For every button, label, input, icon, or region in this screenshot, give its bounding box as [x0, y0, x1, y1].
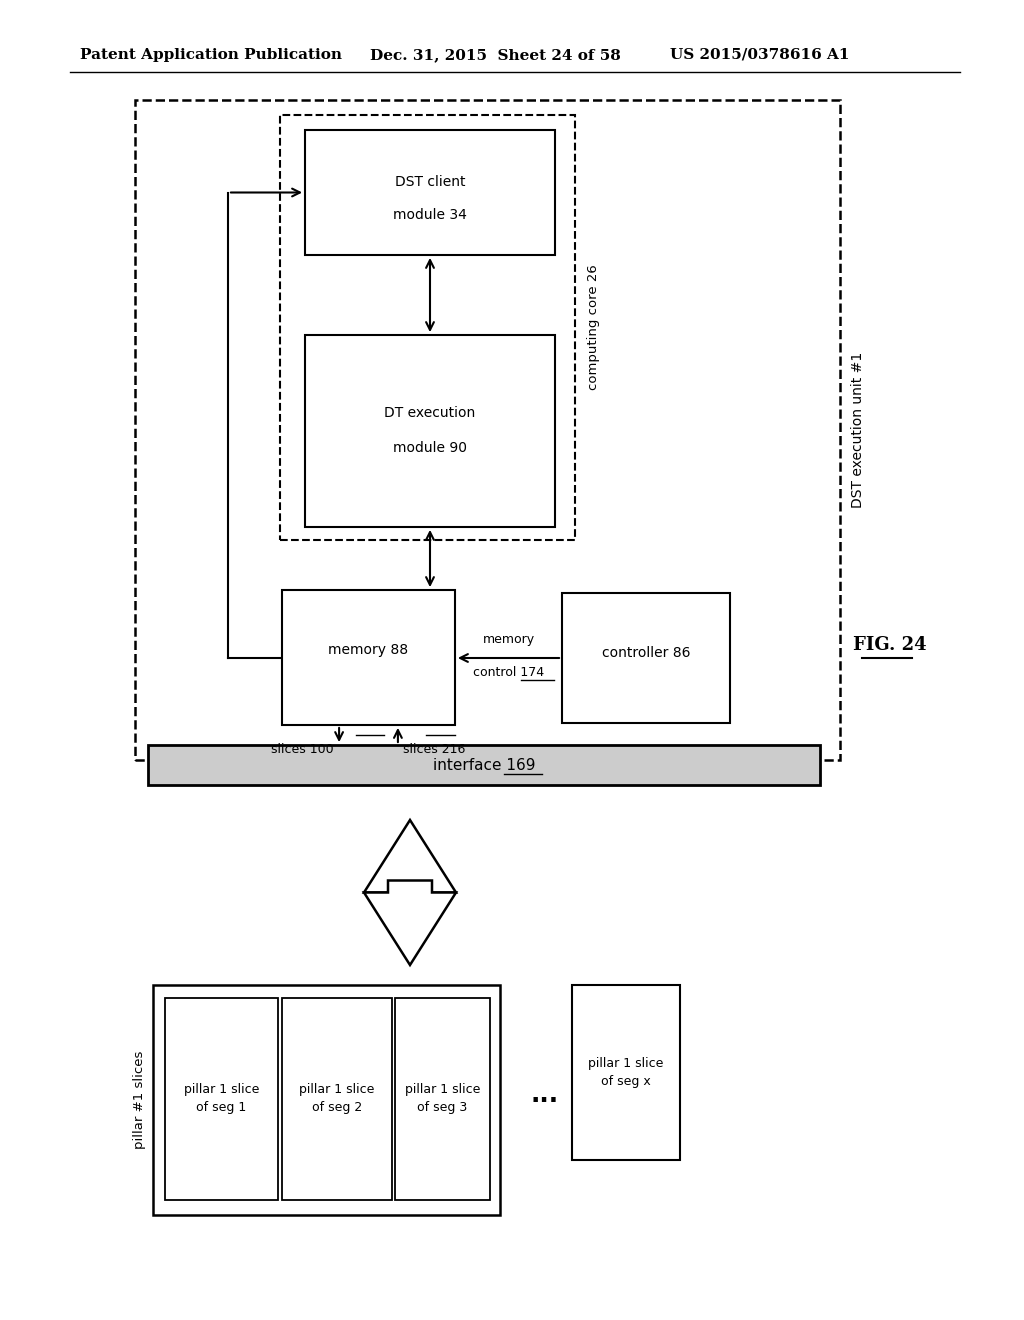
Text: control 174: control 174: [473, 667, 544, 678]
Text: memory: memory: [482, 634, 535, 645]
Polygon shape: [364, 880, 456, 965]
Text: FIG. 24: FIG. 24: [853, 636, 927, 653]
Bar: [282, 590, 455, 725]
Text: pillar 1 slice
of seg 1: pillar 1 slice of seg 1: [184, 1084, 259, 1114]
Text: DST client: DST client: [394, 176, 465, 189]
Text: slices 100: slices 100: [271, 743, 334, 756]
Bar: [148, 744, 820, 785]
Bar: [282, 998, 392, 1200]
Text: pillar 1 slice
of seg x: pillar 1 slice of seg x: [589, 1057, 664, 1088]
Text: DST execution unit #1: DST execution unit #1: [851, 352, 865, 508]
Bar: [305, 335, 555, 527]
Text: ...: ...: [530, 1082, 559, 1107]
Bar: [135, 100, 840, 760]
Bar: [280, 115, 575, 540]
Text: controller 86: controller 86: [602, 645, 690, 660]
Text: pillar 1 slice
of seg 3: pillar 1 slice of seg 3: [404, 1084, 480, 1114]
Text: pillar #1 slices: pillar #1 slices: [132, 1051, 145, 1150]
Bar: [153, 985, 500, 1214]
Bar: [165, 998, 278, 1200]
Text: US 2015/0378616 A1: US 2015/0378616 A1: [670, 48, 850, 62]
Bar: [395, 998, 490, 1200]
Text: pillar 1 slice
of seg 2: pillar 1 slice of seg 2: [299, 1084, 375, 1114]
Text: Dec. 31, 2015  Sheet 24 of 58: Dec. 31, 2015 Sheet 24 of 58: [370, 48, 621, 62]
Text: memory 88: memory 88: [329, 643, 409, 657]
Text: Patent Application Publication: Patent Application Publication: [80, 48, 342, 62]
Text: interface 169: interface 169: [433, 758, 536, 772]
Text: DT execution: DT execution: [384, 407, 475, 420]
Text: module 34: module 34: [393, 209, 467, 222]
Text: module 90: module 90: [393, 441, 467, 455]
Bar: [572, 985, 680, 1160]
Bar: [305, 129, 555, 255]
Polygon shape: [364, 820, 456, 904]
Text: computing core 26: computing core 26: [587, 264, 599, 391]
Text: slices 216: slices 216: [402, 743, 465, 756]
Bar: [562, 593, 730, 723]
